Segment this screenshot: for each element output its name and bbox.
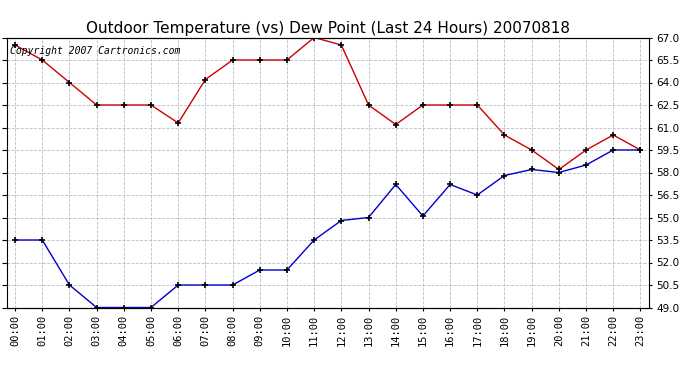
Title: Outdoor Temperature (vs) Dew Point (Last 24 Hours) 20070818: Outdoor Temperature (vs) Dew Point (Last…: [86, 21, 570, 36]
Text: Copyright 2007 Cartronics.com: Copyright 2007 Cartronics.com: [10, 46, 181, 56]
